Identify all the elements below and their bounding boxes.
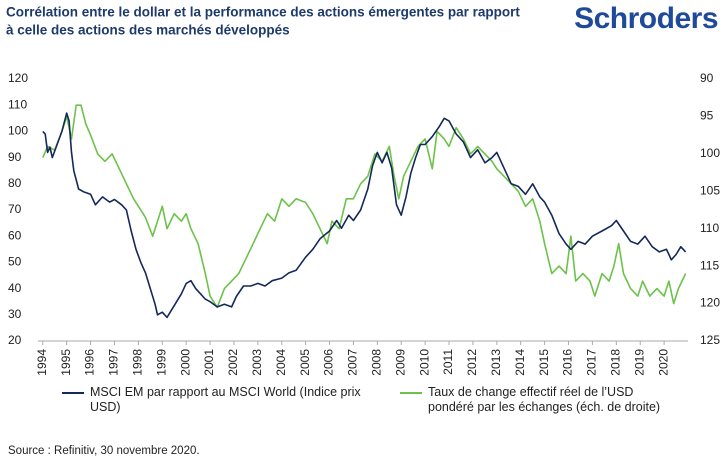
x-tick-label: 2007 bbox=[346, 349, 360, 376]
y2-tick-label: 100 bbox=[700, 146, 720, 160]
chart-title: à celle des actions des marchés développ… bbox=[6, 23, 290, 38]
y-tick-label: 100 bbox=[8, 124, 28, 138]
legend-label: Taux de change effectif réel de l’USD po… bbox=[428, 385, 661, 414]
x-tick-label: 2008 bbox=[370, 349, 384, 376]
legend-item: MSCI EM par rapport au MSCI World (Indic… bbox=[62, 385, 392, 415]
y2-tick-label: 125 bbox=[700, 333, 720, 347]
x-tick-label: 2010 bbox=[417, 349, 431, 376]
y-tick-label: 20 bbox=[8, 333, 22, 347]
y2-tick-label: 120 bbox=[700, 296, 720, 310]
x-tick-label: 1996 bbox=[83, 349, 97, 376]
x-tick-label: 2016 bbox=[561, 349, 575, 376]
legend-label: MSCI EM par rapport au MSCI World (Indic… bbox=[90, 385, 361, 414]
x-tick-label: 2014 bbox=[513, 349, 527, 376]
x-tick-label: 2009 bbox=[393, 349, 407, 376]
x-tick-label: 1994 bbox=[35, 349, 49, 376]
x-tick-label: 2002 bbox=[226, 349, 240, 376]
y2-tick-label: 110 bbox=[700, 221, 719, 235]
legend-swatch bbox=[400, 392, 422, 394]
x-tick-label: 1998 bbox=[131, 349, 145, 376]
x-tick-label: 2012 bbox=[465, 349, 479, 376]
x-tick-label: 2005 bbox=[298, 349, 312, 376]
x-tick-label: 2013 bbox=[489, 349, 503, 376]
x-tick-label: 2020 bbox=[656, 349, 670, 376]
y2-tick-label: 115 bbox=[700, 258, 719, 272]
x-tick-label: 2018 bbox=[608, 349, 622, 376]
x-tick-label: 2001 bbox=[202, 349, 216, 376]
series-line bbox=[42, 112, 687, 319]
x-tick-label: 2004 bbox=[274, 349, 288, 376]
legend-swatch bbox=[62, 392, 84, 394]
y2-tick-label: 105 bbox=[700, 183, 720, 197]
series-line bbox=[42, 104, 687, 309]
y-tick-label: 90 bbox=[8, 150, 22, 164]
y-tick-label: 110 bbox=[8, 97, 27, 111]
y-tick-label: 70 bbox=[8, 202, 22, 216]
chart-title: Corrélation entre le dollar et la perfor… bbox=[6, 5, 520, 20]
source-note: Source : Refinitiv, 30 novembre 2020. bbox=[8, 445, 200, 457]
x-tick-label: 1995 bbox=[59, 349, 73, 376]
y-tick-label: 50 bbox=[8, 255, 22, 269]
x-tick-label: 2015 bbox=[537, 349, 551, 376]
legend-item: Taux de change effectif réel de l’USD po… bbox=[400, 385, 670, 415]
x-tick-label: 2011 bbox=[441, 349, 455, 375]
x-tick-label: 2017 bbox=[585, 349, 599, 376]
x-tick-label: 2000 bbox=[178, 349, 192, 376]
y-tick-label: 120 bbox=[8, 71, 28, 85]
x-tick-label: 2019 bbox=[632, 349, 646, 376]
y-tick-label: 60 bbox=[8, 228, 22, 242]
x-tick-label: 2006 bbox=[322, 349, 336, 376]
x-tick-label: 1997 bbox=[107, 349, 121, 376]
x-tick-label: 1999 bbox=[154, 349, 168, 376]
x-tick-label: 2003 bbox=[250, 349, 264, 376]
brand-logo: Schroders bbox=[574, 2, 718, 35]
y2-tick-label: 90 bbox=[700, 71, 714, 85]
y-tick-label: 30 bbox=[8, 307, 22, 321]
y-tick-label: 40 bbox=[8, 281, 22, 295]
y2-tick-label: 95 bbox=[700, 109, 714, 123]
y-tick-label: 80 bbox=[8, 176, 22, 190]
